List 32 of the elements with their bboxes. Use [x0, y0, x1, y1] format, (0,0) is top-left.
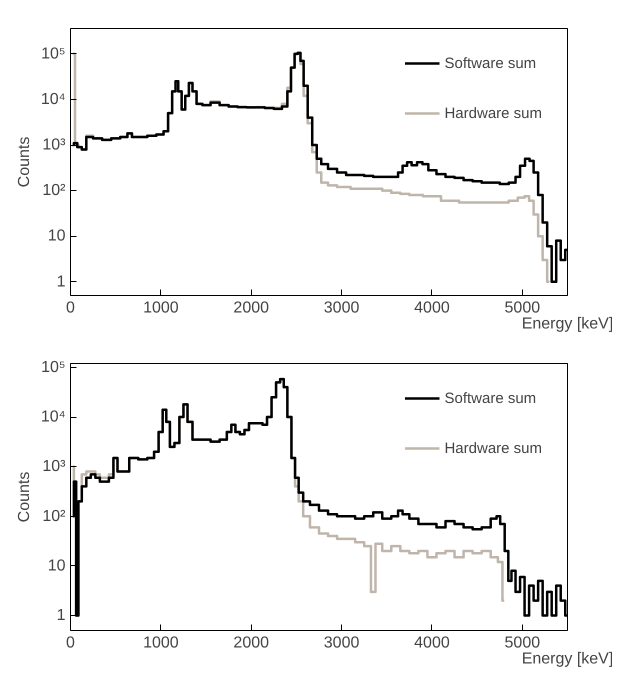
y-tick-label: 10² — [42, 182, 66, 200]
y-tick-label: 10⁵ — [41, 358, 66, 376]
y-tick-label: 1 — [56, 607, 66, 624]
x-tick-label: 4000 — [414, 300, 450, 316]
x-tick-label: 1000 — [143, 300, 179, 316]
x-tick-label: 3000 — [324, 634, 360, 652]
x-tick-label: 4000 — [414, 634, 450, 652]
y-tick-label: 10⁵ — [41, 45, 66, 62]
y-tick-label: 10³ — [42, 458, 66, 476]
y-tick-label: 10⁴ — [40, 90, 66, 108]
y-tick-label: 10 — [48, 557, 66, 574]
y-axis-title: Counts — [16, 136, 33, 188]
x-axis-title: Energy [keV] — [522, 650, 614, 668]
legend-label: Software sum — [444, 54, 536, 72]
y-tick-label: 10² — [42, 508, 66, 525]
x-tick-label: 0 — [66, 300, 76, 316]
x-axis-title: Energy [keV] — [522, 316, 614, 332]
y-tick-label: 1 — [56, 273, 66, 290]
y-tick-label: 10 — [48, 228, 66, 245]
y-axis-title: Counts — [16, 472, 33, 522]
x-tick-label: 2000 — [233, 634, 270, 652]
y-tick-label: 10³ — [42, 136, 66, 154]
legend-label: Hardware sum — [444, 440, 542, 456]
legend-label: Software sum — [444, 390, 536, 406]
x-tick-label: 2000 — [233, 300, 270, 316]
y-tick-label: 10⁴ — [40, 408, 66, 426]
x-tick-label: 3000 — [324, 300, 360, 316]
x-tick-label: 5000 — [504, 300, 540, 316]
legend-label: Hardware sum — [444, 104, 542, 122]
x-tick-label: 0 — [66, 634, 76, 652]
x-tick-label: 5000 — [504, 634, 540, 652]
x-tick-label: 1000 — [143, 634, 179, 652]
